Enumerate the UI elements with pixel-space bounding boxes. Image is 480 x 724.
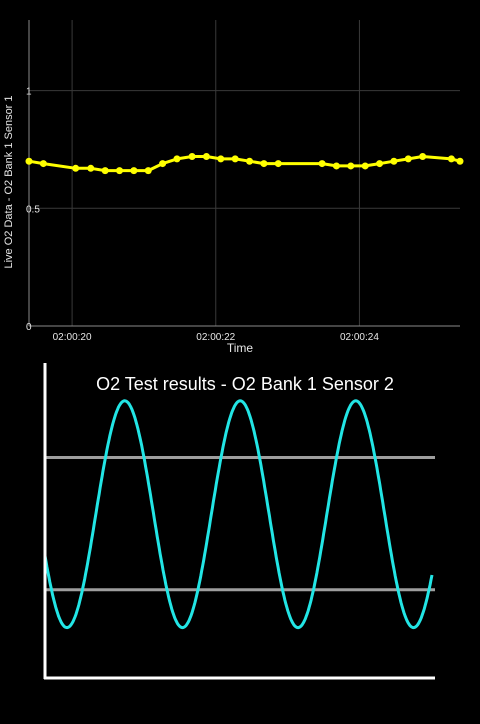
x-tick-label: 02:00:22 bbox=[196, 332, 235, 343]
data-point bbox=[419, 153, 427, 161]
sine-series-line bbox=[43, 399, 434, 630]
data-point bbox=[231, 155, 239, 163]
data-point bbox=[144, 167, 152, 175]
data-point bbox=[260, 160, 268, 168]
x-tick-label: 02:00:24 bbox=[340, 332, 379, 343]
y-tick-label: 1 bbox=[26, 87, 32, 98]
x-axis-label: Time bbox=[227, 341, 254, 355]
data-point bbox=[217, 155, 225, 163]
data-point bbox=[390, 157, 398, 165]
data-point bbox=[274, 160, 282, 168]
data-point bbox=[202, 153, 210, 161]
y-tick-label: 0.5 bbox=[26, 204, 40, 215]
data-point bbox=[361, 162, 369, 170]
y-axis-label: Live O2 Data - O2 Bank 1 Sensor 1 bbox=[3, 95, 15, 268]
data-point bbox=[25, 157, 33, 165]
data-point bbox=[332, 162, 340, 170]
y-tick-label: 0 bbox=[26, 322, 32, 333]
data-point bbox=[347, 162, 355, 170]
data-point bbox=[456, 157, 464, 165]
data-point bbox=[246, 157, 254, 165]
chart-title: O2 Test results - O2 Bank 1 Sensor 2 bbox=[96, 374, 394, 394]
live-o2-chart: 00.51 02:00:20 02:00:22 02:00:24 Time Live… bbox=[3, 20, 464, 355]
x-tick-labels: 02:00:20 02:00:22 02:00:24 bbox=[53, 332, 380, 343]
data-point bbox=[130, 167, 138, 175]
data-point bbox=[72, 164, 80, 172]
data-point bbox=[404, 155, 412, 163]
data-point bbox=[87, 164, 95, 172]
series-points bbox=[25, 153, 464, 175]
data-point bbox=[173, 155, 181, 163]
threshold-lines bbox=[45, 456, 435, 592]
data-point bbox=[39, 160, 47, 168]
grid-lines bbox=[29, 20, 460, 326]
data-point bbox=[318, 160, 326, 168]
data-point bbox=[101, 167, 109, 175]
data-point bbox=[376, 160, 384, 168]
data-point bbox=[188, 153, 196, 161]
data-point bbox=[447, 155, 455, 163]
data-point bbox=[159, 160, 167, 168]
y-tick-labels: 00.51 bbox=[26, 87, 40, 333]
data-point bbox=[116, 167, 124, 175]
x-tick-label: 02:00:20 bbox=[53, 332, 92, 343]
